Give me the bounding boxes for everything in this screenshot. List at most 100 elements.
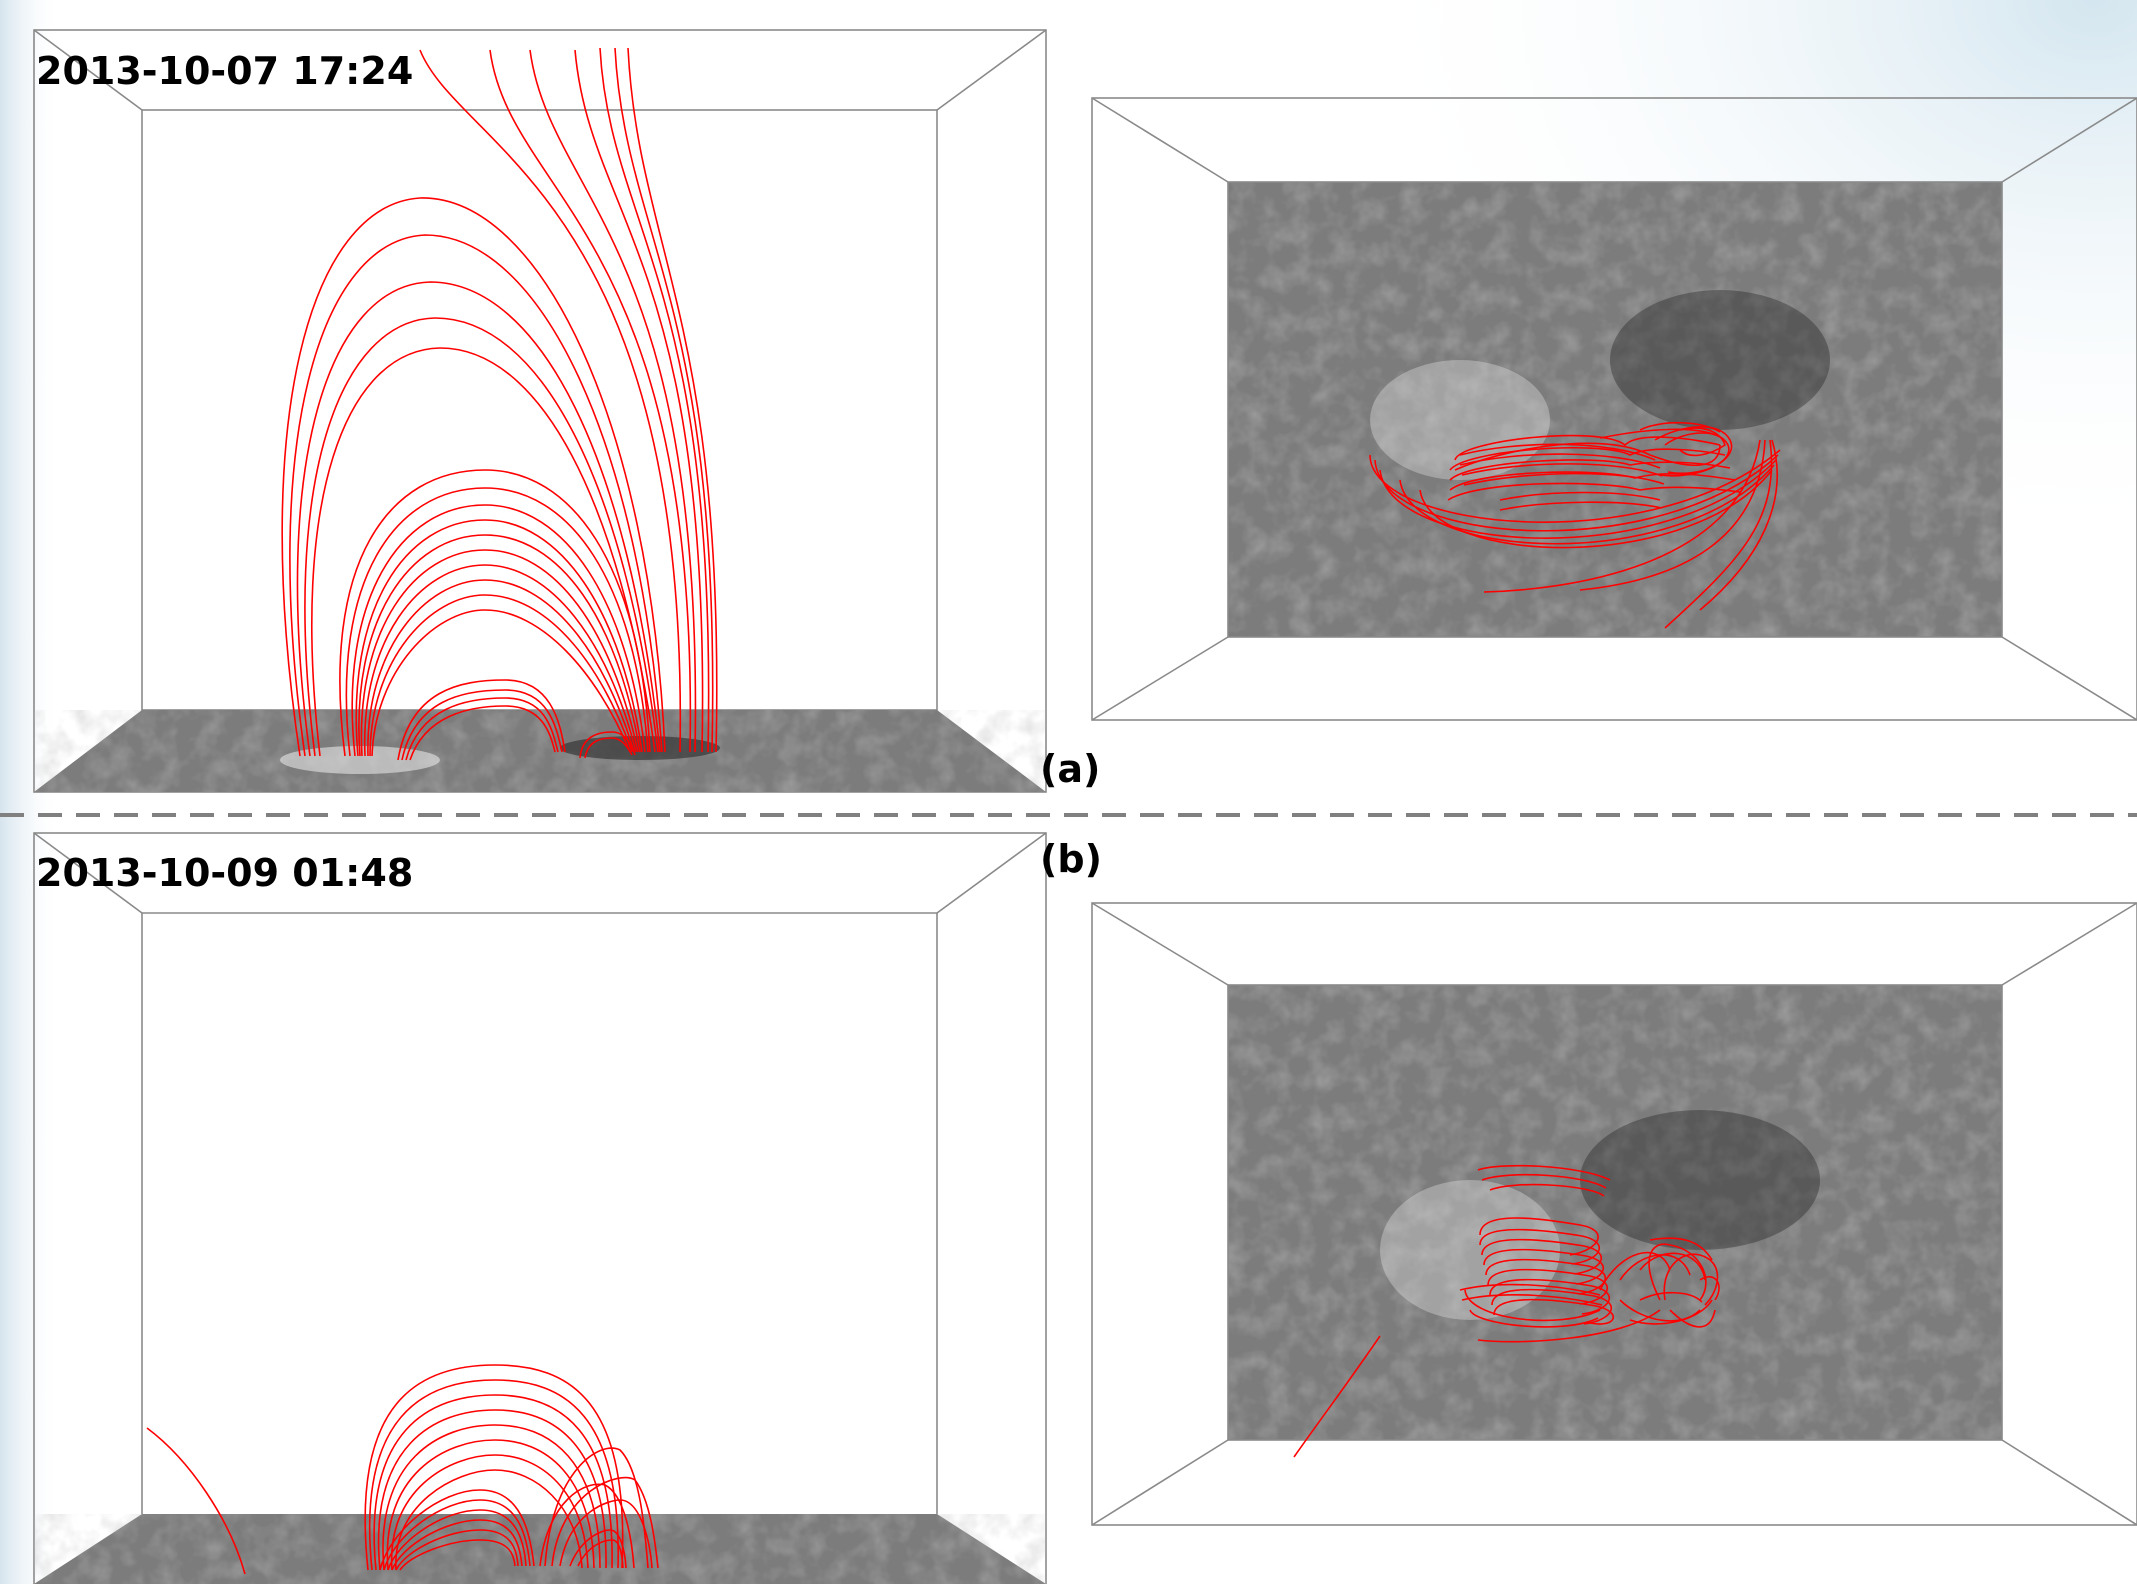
field-line (405, 697, 559, 761)
field-line (1599, 1251, 1671, 1291)
side-view-edge-tl (33, 832, 143, 914)
side-view-edge-tr (936, 29, 1047, 111)
top-view-edge-bl (1091, 1439, 1229, 1526)
field-line (559, 1499, 653, 1569)
field-line (1619, 1254, 1691, 1281)
field-line (1493, 1298, 1615, 1325)
field-line (574, 49, 704, 753)
field-line (351, 504, 646, 757)
field-line (1293, 1335, 1381, 1458)
field-line (1479, 1217, 1599, 1256)
top-view-magnetogram-texture (1228, 182, 2002, 637)
field-line (1639, 421, 1721, 433)
top-view-edge-tl (1091, 97, 1229, 183)
field-line (1481, 1238, 1603, 1275)
field-line (1664, 439, 1773, 629)
field-line (311, 347, 656, 757)
top-view-inner-frame (1227, 181, 2003, 638)
field-line (1648, 1243, 1707, 1301)
field-line (371, 609, 631, 757)
panel-b: (b) 2013-10-09 01:48 (33, 832, 2137, 1584)
field-line (360, 549, 639, 757)
field-line (1459, 443, 1656, 461)
field-line (345, 487, 649, 757)
field-line (1399, 464, 1775, 545)
field-line (1489, 1278, 1611, 1315)
field-line (367, 579, 635, 757)
field-line (419, 49, 682, 753)
field-line (1379, 459, 1777, 539)
panel-a-top-view (1091, 97, 2137, 721)
panel-b-side-view (33, 832, 1047, 1584)
field-line (383, 1499, 531, 1571)
field-line (1487, 1268, 1609, 1305)
field-line (1463, 472, 1665, 486)
field-line (1639, 1252, 1706, 1281)
field-line (1649, 1237, 1713, 1261)
field-line (1477, 1309, 1661, 1343)
field-line (387, 1509, 527, 1571)
field-line (1449, 447, 1726, 471)
field-line (1459, 453, 1661, 469)
panel-b-side-field-lines (146, 1364, 659, 1575)
field-line (1461, 1294, 1603, 1306)
top-view-inner-frame (1227, 984, 2003, 1441)
panel-a-side-view (33, 29, 1047, 793)
field-line (584, 737, 633, 759)
field-line (1447, 482, 1741, 501)
field-line (1469, 1309, 1599, 1328)
timestamp-a: 2013-10-07 17:24 (36, 49, 413, 93)
field-line (1489, 1183, 1605, 1197)
field-line (304, 317, 659, 757)
field-line (1454, 442, 1721, 471)
field-line (395, 1529, 519, 1571)
field-line (296, 281, 661, 757)
top-view-outer-frame (1091, 902, 2137, 1526)
field-line (1481, 1173, 1607, 1189)
top-view-edge-br (2001, 1439, 2137, 1526)
field-line (1479, 1228, 1601, 1265)
field-line (1477, 1164, 1611, 1181)
field-line (391, 1519, 523, 1571)
field-line (390, 1454, 589, 1571)
field-line (489, 49, 692, 753)
top-view-negative-polarity (1580, 1110, 1820, 1250)
field-line (569, 1529, 627, 1569)
field-line (1599, 428, 1723, 439)
field-line (529, 49, 697, 753)
side-view-floor-texture (34, 710, 1046, 792)
field-line (339, 469, 651, 757)
panel-a: (a) 2013-10-07 17:24 (33, 29, 2137, 793)
field-line (544, 1447, 649, 1569)
field-line (1669, 1309, 1716, 1328)
field-line (382, 1424, 601, 1571)
field-line (1449, 459, 1731, 481)
field-line (1679, 427, 1726, 457)
field-line (627, 47, 718, 753)
panel-b-top-field-lines (1293, 1164, 1720, 1458)
field-line (1499, 501, 1663, 511)
top-view-outer-frame (1091, 97, 2137, 721)
field-line (409, 705, 556, 761)
field-line (1664, 432, 1730, 474)
field-line (377, 1409, 607, 1571)
field-line (1464, 1289, 1601, 1322)
top-view-edge-br (2001, 636, 2137, 721)
top-view-magnetogram-texture (1228, 985, 2002, 1440)
top-view-edge-tr (2001, 97, 2137, 183)
field-line (1483, 1248, 1605, 1285)
field-line (401, 689, 563, 761)
field-line (599, 47, 710, 753)
panel-a-side-field-lines (281, 47, 718, 761)
side-view-outer-frame (33, 832, 1047, 1584)
timestamp-b: 2013-10-09 01:48 (36, 851, 413, 895)
field-line (146, 1427, 246, 1575)
field-line (1639, 1291, 1703, 1303)
field-line (368, 1379, 619, 1571)
field-line (281, 197, 666, 757)
field-line (369, 594, 633, 757)
field-line (1483, 439, 1761, 593)
field-line (1369, 449, 1781, 523)
side-view-inner-frame (141, 912, 938, 1514)
